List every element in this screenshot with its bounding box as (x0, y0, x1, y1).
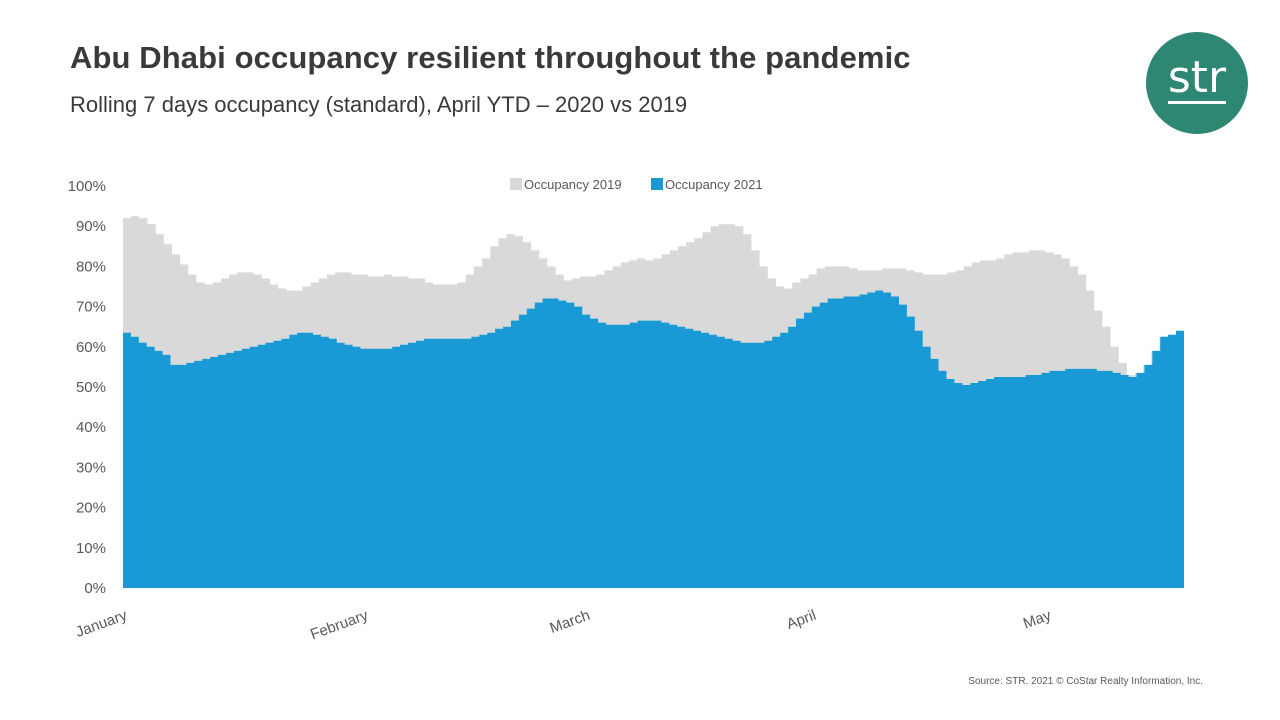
y-tick-label: 20% (76, 500, 106, 517)
legend-swatch-2019 (510, 178, 522, 190)
x-tick-label: February (308, 607, 371, 644)
occupancy-area-chart: Occupancy 2019 Occupancy 2021 0% 10% 20% 30… (68, 177, 1184, 644)
y-tick-label: 100% (68, 178, 106, 195)
x-axis: January February March April May (73, 607, 1053, 644)
legend-label-2021: Occupancy 2021 (665, 177, 763, 192)
x-tick-label: April (784, 607, 818, 633)
source-note: Source: STR. 2021 © CoStar Realty Inform… (968, 676, 1203, 687)
y-tick-label: 40% (76, 419, 106, 436)
str-logo: str (1146, 32, 1248, 134)
page-title: Abu Dhabi occupancy resilient throughout… (70, 40, 911, 75)
y-tick-label: 0% (84, 580, 106, 597)
logo-text: str (1167, 52, 1227, 104)
y-tick-label: 50% (76, 379, 106, 396)
legend: Occupancy 2019 Occupancy 2021 (510, 177, 763, 192)
area-series-occupancy-2021 (123, 290, 1184, 588)
y-tick-label: 70% (76, 299, 106, 316)
y-tick-label: 60% (76, 339, 106, 356)
y-tick-label: 10% (76, 540, 106, 557)
legend-swatch-2021 (651, 178, 663, 190)
x-tick-label: January (73, 607, 129, 641)
x-tick-label: March (547, 607, 592, 637)
y-tick-label: 30% (76, 459, 106, 476)
y-tick-label: 90% (76, 218, 106, 235)
legend-label-2019: Occupancy 2019 (524, 177, 622, 192)
plot-area (123, 216, 1184, 588)
y-tick-label: 80% (76, 258, 106, 275)
page-subtitle: Rolling 7 days occupancy (standard), Apr… (70, 92, 688, 117)
y-axis: 0% 10% 20% 30% 40% 50% 60% 70% 80% 90% 100% (68, 178, 106, 597)
x-tick-label: May (1021, 607, 1054, 633)
